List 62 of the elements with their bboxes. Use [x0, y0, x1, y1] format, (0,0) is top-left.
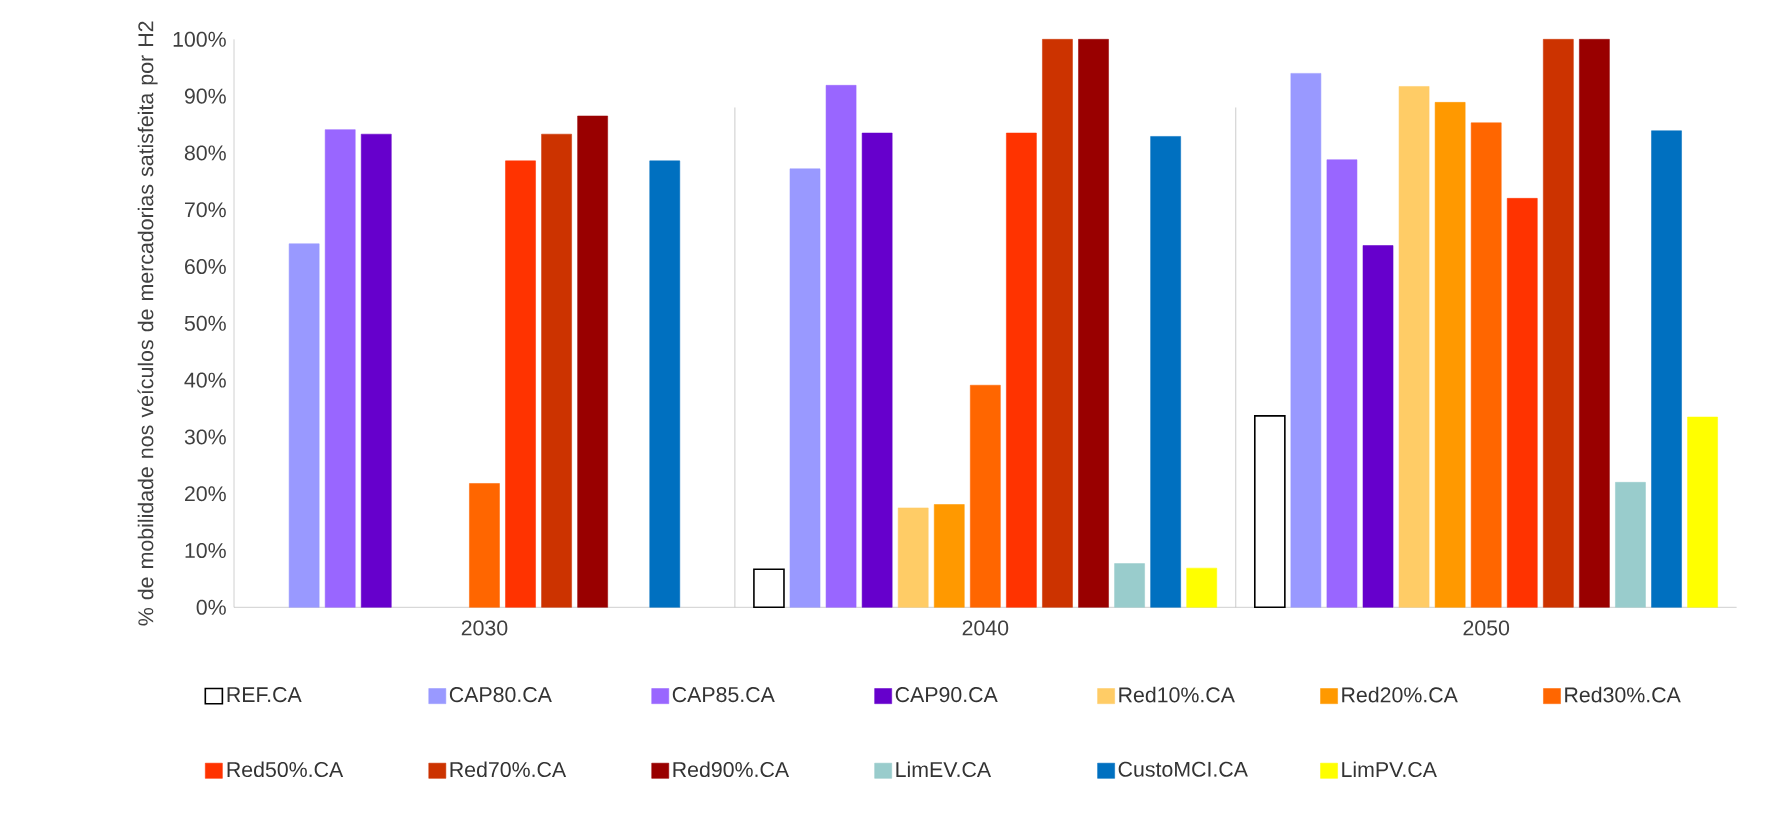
- bar: [324, 129, 356, 608]
- bar: [1186, 567, 1217, 608]
- bar: [541, 133, 572, 608]
- y-tick-label: 100%: [173, 31, 226, 47]
- bar: [897, 507, 929, 608]
- y-tick-label: 10%: [185, 542, 226, 559]
- bar: [469, 483, 500, 608]
- bar: [505, 160, 536, 608]
- bar: [1150, 136, 1181, 608]
- legend-label: Red50%.CA: [227, 761, 344, 778]
- bar: [1615, 482, 1646, 608]
- legend-label: Red70%.CA: [450, 761, 567, 778]
- bar: [1006, 132, 1037, 608]
- x-tick-label: 2030: [461, 620, 508, 636]
- legend-label: Red30%.CA: [1565, 686, 1681, 703]
- y-tick-label: 20%: [185, 486, 226, 502]
- bar: [1506, 198, 1538, 608]
- bar: [649, 160, 681, 608]
- legend-label: CAP85.CA: [672, 687, 775, 703]
- y-tick-label: 30%: [184, 429, 226, 445]
- bar: [970, 384, 1001, 608]
- bar: [789, 168, 821, 608]
- bar: [1254, 415, 1286, 609]
- y-tick-label: 50%: [184, 315, 226, 331]
- legend-label: CAP90.CA: [895, 687, 998, 703]
- bar: [1651, 130, 1682, 608]
- legend-label: LimEV.CA: [896, 761, 992, 778]
- bar: [1042, 39, 1073, 608]
- bar: [1470, 122, 1502, 608]
- x-tick-label: 2040: [962, 620, 1009, 636]
- bar: [1078, 39, 1109, 608]
- bar: [825, 85, 857, 608]
- legend-label: Red20%.CA: [1342, 686, 1458, 703]
- bar: [1398, 86, 1430, 608]
- y-tick-label: 70%: [185, 202, 226, 218]
- bar: [1326, 159, 1358, 608]
- y-tick-label: 60%: [185, 258, 226, 275]
- legend-label: Red90%.CA: [673, 761, 790, 778]
- y-tick-label: 90%: [184, 88, 226, 104]
- y-tick-label: 80%: [184, 145, 226, 161]
- legend-label: REF.CA: [227, 687, 302, 703]
- bar: [577, 115, 608, 608]
- x-tick-label: 2050: [1463, 620, 1510, 636]
- bar: [1687, 416, 1718, 608]
- bar: [861, 132, 893, 608]
- bar: [1290, 73, 1322, 608]
- bar: [1579, 39, 1610, 608]
- bar: [1543, 39, 1574, 608]
- bar: [1434, 102, 1466, 608]
- bar: [288, 243, 320, 608]
- bar: [933, 504, 965, 608]
- bar: [1362, 245, 1394, 608]
- legend-label: CustoMCI.CA: [1118, 761, 1248, 777]
- legend-label: LimPV.CA: [1342, 761, 1437, 778]
- bar: [753, 568, 785, 609]
- bar: [1114, 563, 1145, 608]
- y-axis-title: % de mobilidade nos veículos de mercadorias satisfeita por H2: [137, 21, 158, 626]
- legend-label: Red10%.CA: [1119, 686, 1235, 703]
- bar: [360, 133, 392, 608]
- y-tick-label: 0%: [196, 599, 226, 615]
- y-tick-label: 40%: [184, 372, 226, 388]
- legend-label: CAP80.CA: [449, 687, 552, 703]
